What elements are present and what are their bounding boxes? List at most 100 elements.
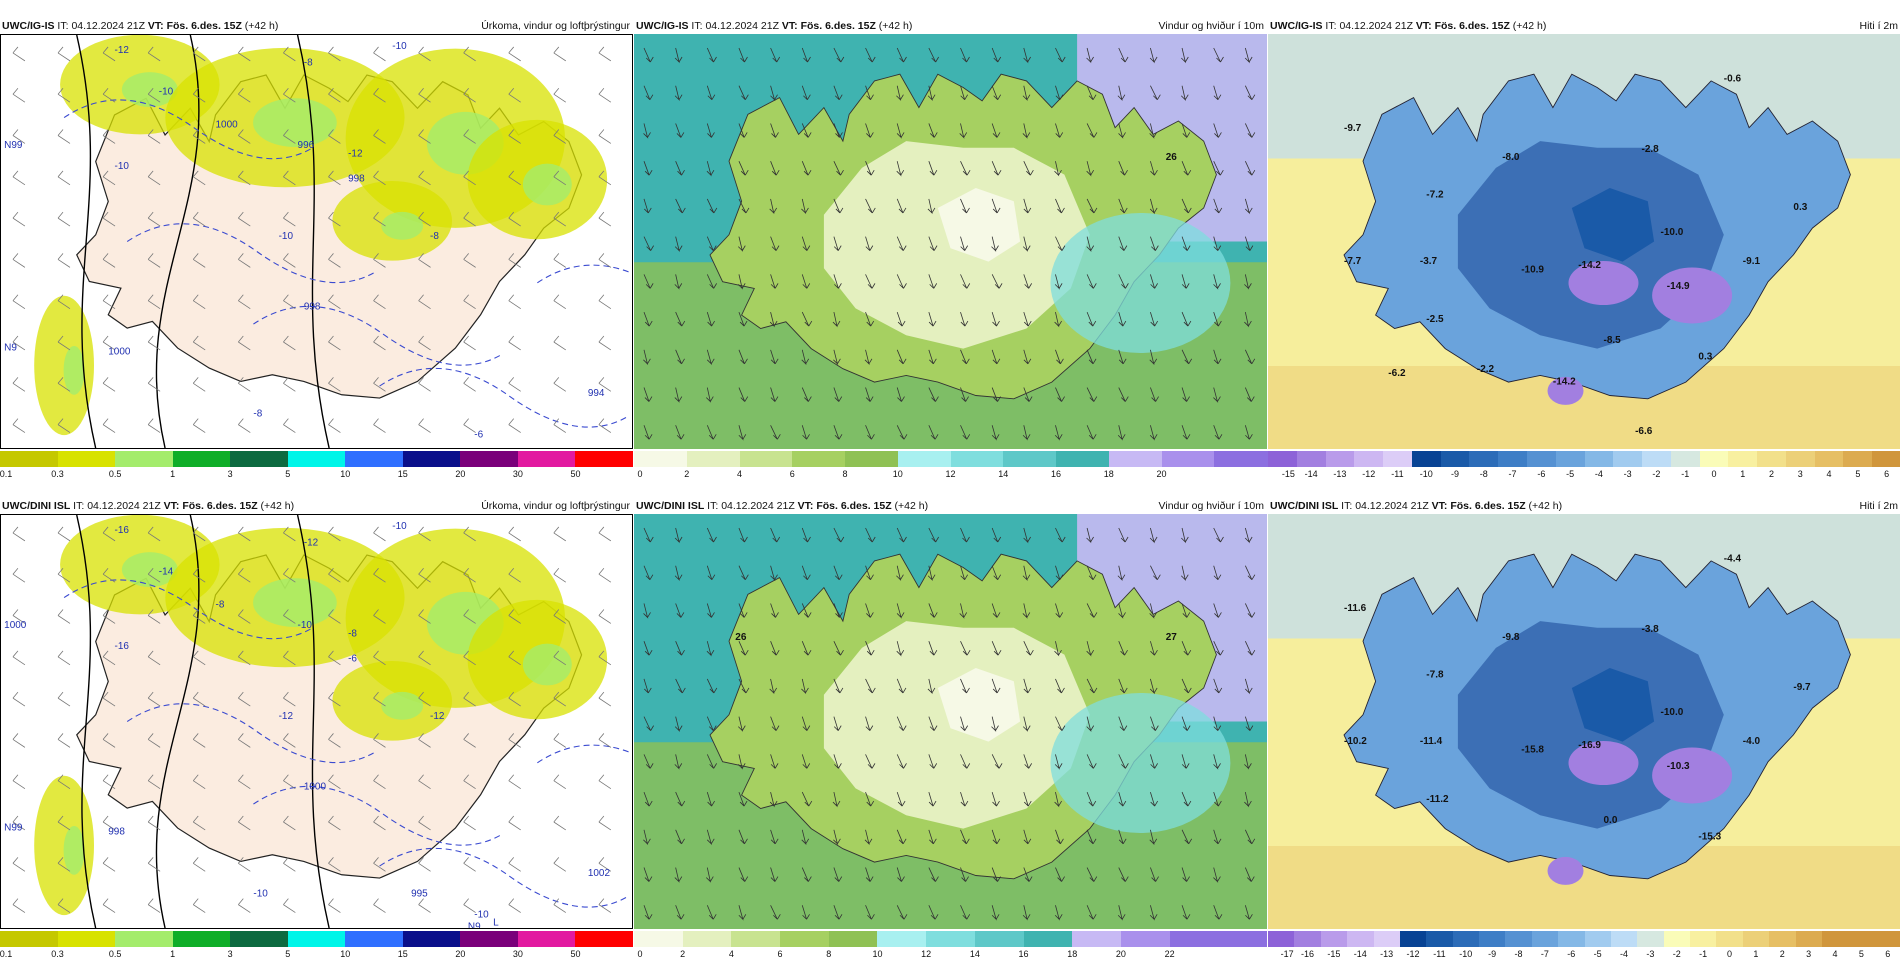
wind-arrow [1118, 123, 1126, 139]
contour-label: L [493, 918, 499, 928]
wind-barb [463, 377, 476, 392]
wind-barb [598, 129, 612, 144]
wind-barb [283, 211, 296, 227]
wind-arrow [833, 565, 843, 581]
panel-run-info: UWC/IG-IS IT: 04.12.2024 21Z VT: Fös. 6.… [1270, 18, 1546, 34]
wind-barb [463, 87, 476, 103]
wind-arrow [674, 527, 683, 544]
wind-arrow [706, 678, 718, 694]
colorbar-tick: 5 [1855, 469, 1861, 479]
wind-arrow [706, 867, 714, 883]
wind-barb [283, 733, 296, 748]
init-time-label: IT: [1341, 500, 1353, 512]
wind-barb [373, 253, 386, 268]
temperature-label: 0.3 [1793, 202, 1807, 213]
wind-barb [12, 294, 26, 310]
colorbar-swatch [115, 451, 174, 467]
contour-label: -8 [348, 629, 357, 640]
wind-barb [463, 609, 476, 624]
wind-arrow [865, 603, 874, 618]
wind-barb [238, 733, 251, 748]
wind-arrow [1181, 47, 1189, 64]
wind-barb [553, 87, 567, 103]
wind-arrow [738, 311, 748, 327]
wind-arrow [1055, 349, 1064, 365]
wind-barb [192, 650, 206, 666]
wind-arrow [1055, 47, 1066, 63]
wind-barb [12, 129, 26, 144]
wind-arrow [643, 905, 653, 920]
wind-arrow [1149, 678, 1158, 695]
wind-arrow [1149, 603, 1158, 619]
wind-barb [57, 526, 71, 542]
valid-time-label: VT: [147, 20, 164, 32]
colorbar-tick: 6 [1885, 949, 1891, 959]
wind-barb [102, 46, 116, 62]
panel-title: Hiti í 2m [1859, 20, 1898, 32]
panel-title: Vindur og hviður í 10m [1158, 500, 1264, 512]
wind-arrow [833, 716, 842, 731]
wind-arrow [928, 311, 937, 327]
wind-arrow [1150, 867, 1159, 882]
wind-arrow [1150, 791, 1159, 807]
wind-barb [373, 857, 386, 872]
colorbar-tick: 14 [998, 469, 1009, 479]
wind-arrow [738, 603, 748, 618]
init-time: 04.12.2024 21Z [71, 20, 145, 32]
wind-arrow [833, 867, 843, 882]
wind-arrow [1213, 716, 1222, 731]
wind-barb [328, 733, 341, 748]
wind-arrow [1118, 791, 1127, 807]
init-time-label: IT: [1325, 20, 1337, 32]
colorbar-tick: 5 [1858, 949, 1864, 959]
wind-arrow [801, 754, 811, 769]
wind-barb [12, 650, 26, 666]
wind-barb [373, 567, 386, 583]
wind-arrow [1118, 349, 1127, 365]
map-panel-temp: UWC/IG-IS IT: 04.12.2024 21Z VT: Fös. 6.… [1268, 18, 1900, 481]
wind-arrow [991, 867, 1001, 882]
wind-arrow [833, 349, 841, 366]
wind-arrow [960, 236, 969, 251]
colorbar-tick: -9 [1451, 469, 1460, 479]
colorbar-swatch [460, 451, 519, 467]
wind-arrow [928, 161, 938, 176]
wind-arrow [801, 123, 812, 138]
colorbar-swatch [739, 451, 793, 467]
temperature-label: -10.3 [1667, 761, 1690, 772]
wind-barb [373, 526, 386, 542]
wind-arrow [896, 754, 907, 769]
wind-arrow [1118, 603, 1126, 619]
colorbar-tick: 2 [1779, 949, 1785, 959]
wind-arrow [643, 754, 654, 769]
wind-barb [283, 774, 296, 790]
map-panel-temp: UWC/DINI ISL IT: 04.12.2024 21Z VT: Fös.… [1268, 498, 1900, 961]
wind-arrow [674, 387, 683, 403]
wind-arrow [1213, 161, 1224, 176]
wind-barb [508, 377, 521, 392]
wind-barb [553, 774, 567, 790]
wind-arrow [991, 274, 1003, 289]
colorbar-swatch [1670, 451, 1701, 467]
wind-arrow [928, 425, 939, 440]
wind-arrow [833, 47, 845, 63]
wind-barb [598, 87, 612, 103]
colorbar-swatch [1699, 451, 1729, 467]
wind-barb [192, 609, 206, 624]
wind-barb [553, 691, 567, 707]
wind-arrow [1086, 161, 1095, 177]
wind-barb [508, 691, 521, 707]
wind-barb [102, 815, 116, 831]
isobar-line [76, 35, 97, 448]
wind-barb [328, 526, 341, 542]
colorbar-swatch [1769, 931, 1796, 947]
colorbar: -17 -16 -15 -14 -13 -12 -11 -10 -9 -8 -7 -6 -5 -4 -3 -2… [1268, 931, 1900, 961]
wind-barb [373, 377, 386, 392]
wind-arrow [928, 829, 937, 845]
temperature-label: -10.0 [1661, 227, 1684, 238]
wind-barb [373, 129, 386, 144]
wind-arrow [1181, 198, 1192, 214]
wind-arrow [1150, 565, 1161, 581]
wind-arrow [896, 85, 904, 101]
wind-arrow [1023, 161, 1034, 176]
